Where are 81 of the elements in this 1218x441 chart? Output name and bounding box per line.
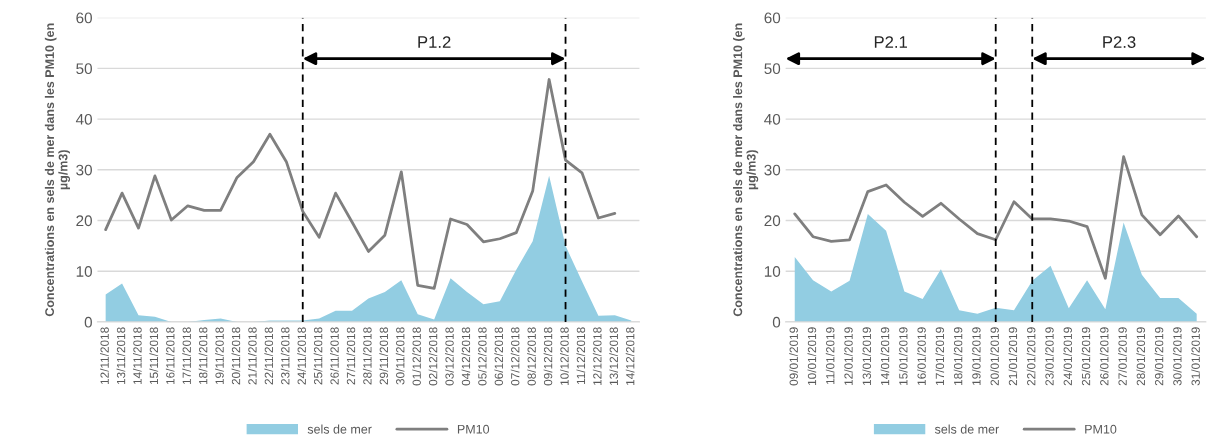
y-axis-title: Concentrations en sels de mer dans les PM10 (en µg/m3) [733, 23, 759, 317]
y-tick-label: 0 [772, 316, 781, 328]
x-tick-label: 04/12/2018 [461, 327, 471, 386]
legend-label: sels de mer [934, 424, 999, 434]
x-tick-label: 29/01/2019 [1154, 327, 1164, 386]
y-tick-label: 20 [76, 215, 92, 227]
x-tick-label: 02/12/2018 [428, 327, 438, 386]
line-series [793, 155, 1199, 280]
x-tick-label: 22/01/2019 [1026, 327, 1036, 386]
x-tick-label: 15/01/2019 [898, 327, 908, 385]
annotation: P2.3 [1103, 36, 1136, 48]
x-tick-label: 14/01/2019 [880, 327, 890, 385]
y-tick-label: 30 [76, 164, 92, 176]
y-tick-label: 60 [76, 12, 92, 24]
x-tick-label: 06/12/2018 [494, 327, 504, 386]
x-tick-label: 31/01/2019 [1191, 327, 1200, 386]
y-tick-label: 40 [764, 113, 781, 125]
x-tick-label: 19/11/2018 [215, 327, 224, 385]
annotation: P1.2 [418, 36, 451, 48]
x-tick-label: 05/12/2018 [477, 327, 487, 386]
x-tick-label: 14/12/2018 [625, 327, 635, 385]
y-tick-label: 50 [76, 63, 92, 75]
x-tick-label: 08/12/2018 [527, 327, 536, 386]
x-tick-label: 12/12/2018 [592, 327, 602, 385]
x-tick-label: 16/01/2019 [917, 327, 926, 385]
x-tick-label: 21/11/2018 [247, 327, 257, 385]
y-tick-label: 40 [75, 113, 92, 125]
annotation: P2.1 [874, 36, 907, 48]
x-tick-label: 01/12/2018 [412, 327, 421, 386]
x-tick-label: 14/11/2018 [133, 327, 142, 385]
x-tick-label: 25/01/2019 [1081, 327, 1091, 386]
legend-label: PM10 [1085, 424, 1117, 434]
x-tick-label: 20/11/2018 [231, 327, 241, 385]
line-series [104, 78, 617, 290]
x-tick-label: 21/01/2019 [1008, 327, 1018, 386]
x-tick-label: 22/11/2018 [264, 327, 274, 385]
x-tick-label: 17/01/2019 [935, 327, 945, 385]
legend-label: sels de mer [307, 424, 372, 434]
x-tick-label: 27/01/2019 [1118, 327, 1127, 386]
x-tick-label: 23/11/2018 [280, 327, 290, 385]
x-tick-label: 11/12/2018 [576, 327, 586, 385]
x-tick-label: 24/11/2018 [297, 327, 306, 385]
x-tick-label: 30/11/2018 [395, 327, 405, 385]
x-tick-label: 16/11/2018 [165, 327, 175, 385]
x-tick-label: 24/01/2019 [1063, 327, 1072, 386]
x-tick-label: 28/11/2018 [362, 327, 372, 385]
y-tick-label: 10 [76, 266, 92, 277]
x-tick-label: 30/01/2019 [1172, 327, 1182, 386]
x-tick-label: 13/12/2018 [609, 327, 618, 385]
x-tick-label: 12/11/2018 [100, 327, 109, 385]
x-tick-label: 18/01/2019 [953, 327, 963, 385]
y-tick-label: 0 [84, 316, 92, 328]
x-tick-label: 26/11/2018 [330, 327, 339, 385]
legend-label: PM10 [457, 424, 490, 434]
x-tick-label: 25/11/2018 [313, 327, 323, 385]
x-tick-label: 15/11/2018 [149, 327, 159, 385]
x-tick-label: 19/01/2019 [971, 327, 981, 385]
x-tick-label: 20/01/2019 [990, 327, 999, 386]
x-tick-label: 23/01/2019 [1045, 327, 1054, 386]
x-tick-label: 09/01/2019 [789, 327, 798, 386]
x-tick-label: 10/01/2019 [807, 327, 817, 385]
x-tick-label: 13/01/2019 [862, 327, 871, 385]
x-tick-label: 03/12/2018 [445, 327, 454, 386]
y-tick-label: 50 [764, 63, 781, 75]
y-tick-label: 20 [764, 215, 781, 227]
x-tick-label: 12/01/2019 [844, 327, 853, 385]
x-tick-label: 28/01/2019 [1136, 327, 1146, 386]
x-tick-label: 26/01/2019 [1099, 327, 1109, 386]
x-tick-label: 11/01/2019 [825, 327, 835, 385]
x-tick-label: 09/12/2018 [543, 327, 553, 386]
y-axis-title: Concentrations en sels de mer dans les PM10 (en µg/m3) [44, 23, 71, 317]
x-tick-label: 27/11/2018 [346, 327, 356, 385]
x-tick-label: 18/11/2018 [198, 327, 208, 385]
x-tick-label: 29/11/2018 [379, 327, 389, 385]
y-tick-label: 10 [764, 266, 781, 277]
x-tick-label: 07/12/2018 [510, 327, 520, 386]
y-tick-label: 60 [764, 12, 781, 24]
x-tick-label: 13/11/2018 [116, 327, 126, 385]
y-tick-label: 30 [764, 164, 781, 176]
x-tick-label: 10/12/2018 [560, 327, 569, 385]
x-tick-label: 17/11/2018 [182, 327, 191, 385]
